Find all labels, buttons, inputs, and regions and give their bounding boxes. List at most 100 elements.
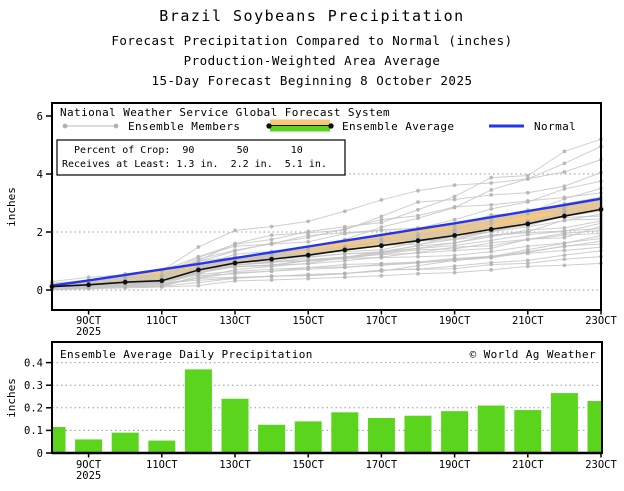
- ensemble-member-dot: [453, 245, 457, 249]
- ensemble-member-dot: [160, 285, 164, 289]
- surplus-band-symbol: [270, 126, 330, 132]
- average-dot-icon: [266, 123, 271, 128]
- subtitle-comparison: Forecast Precipitation Compared to Norma…: [0, 33, 624, 48]
- ensemble-member-dot: [526, 238, 530, 242]
- ensemble-member-dot: [343, 227, 347, 231]
- data-source-label: National Weather Service Global Forecast…: [60, 106, 390, 119]
- ensemble-member-dot: [343, 275, 347, 279]
- ensemble-member-dot: [489, 176, 493, 180]
- ensemble-member-dot: [197, 276, 201, 280]
- ensemble-member-dot: [416, 214, 420, 218]
- x-tick-label: 17OCT: [366, 315, 398, 327]
- x-tick-label: 21OCT: [512, 459, 544, 471]
- ensemble-member-dot: [489, 244, 493, 248]
- ensemble-member-dot: [87, 287, 91, 291]
- x-tick-year: 2025: [76, 470, 101, 482]
- ensemble-member-line: [52, 173, 601, 288]
- ensemble-member-dot: [380, 263, 384, 267]
- y-tick-label: 4: [37, 169, 43, 181]
- ensemble-average-dot: [269, 257, 274, 262]
- x-tick-label: 21OCT: [512, 315, 544, 327]
- ensemble-member-dot: [453, 257, 457, 261]
- bar: [295, 421, 322, 453]
- x-tick-label: 23OCT: [585, 315, 617, 327]
- ensemble-member-dot: [380, 256, 384, 260]
- y-tick-label: 0.3: [24, 380, 43, 392]
- x-tick-year: 2025: [76, 326, 101, 338]
- ensemble-member-dot: [489, 268, 493, 272]
- ensemble-member-dot: [563, 249, 567, 253]
- ensemble-average-dot: [86, 282, 91, 287]
- ensemble-member-dot: [233, 270, 237, 274]
- x-tick-label: 11OCT: [146, 315, 178, 327]
- daily-plot-area: 00.10.20.30.49OCT202511OCT13OCT15OCT17OC…: [24, 342, 617, 482]
- ensemble-average-dot: [562, 214, 567, 219]
- bar: [222, 399, 249, 453]
- ensemble-member-dot: [380, 268, 384, 272]
- ensemble-member-dot: [380, 198, 384, 202]
- ensemble-member-dot: [489, 222, 493, 226]
- ensemble-member-dot: [526, 177, 530, 181]
- ensemble-member-dot: [233, 244, 237, 248]
- ensemble-average-dot: [379, 243, 384, 248]
- ensemble-member-dot: [270, 267, 274, 271]
- average-dot-icon: [328, 123, 333, 128]
- ensemble-member-dot: [197, 284, 201, 288]
- y-tick-label: 2: [37, 227, 43, 239]
- ensemble-member-dot: [416, 267, 420, 271]
- ensemble-member-dot: [306, 259, 310, 263]
- y-tick-label: 0: [37, 448, 43, 460]
- ensemble-member-dot: [563, 257, 567, 261]
- ensemble-member-dot: [563, 218, 567, 222]
- ensemble-average-dot: [489, 227, 494, 232]
- ensemble-member-dot: [270, 225, 274, 229]
- legend-ensemble-average: Ensemble Average: [266, 120, 454, 134]
- ensemble-member-dot: [270, 278, 274, 282]
- ensemble-average-dot: [342, 248, 347, 253]
- ensemble-member-dot: [306, 266, 310, 270]
- x-tick-label: 19OCT: [439, 315, 471, 327]
- ensemble-member-dot: [453, 238, 457, 242]
- chart-legend: National Weather Service Global Forecast…: [57, 106, 576, 175]
- y-tick-label: 6: [37, 111, 43, 123]
- ensemble-member-dot: [306, 219, 310, 223]
- bar: [551, 393, 578, 453]
- ensemble-member-dot: [416, 189, 420, 193]
- ensemble-member-dot: [489, 255, 493, 259]
- ensemble-member-dot: [380, 228, 384, 232]
- bar: [112, 433, 139, 453]
- ensemble-member-dot: [489, 250, 493, 254]
- ensemble-member-dot: [306, 248, 310, 252]
- ensemble-member-dot: [453, 271, 457, 275]
- ensemble-member-dot: [563, 263, 567, 267]
- ensemble-member-dot: [526, 191, 530, 195]
- bar: [331, 412, 358, 453]
- x-tick-label: 13OCT: [219, 315, 251, 327]
- cumulative-precipitation-chart: 02469OCT202511OCT13OCT15OCT17OCT19OCT21O…: [0, 95, 624, 338]
- ensemble-member-dot: [453, 183, 457, 187]
- normal-line: [52, 199, 601, 286]
- y-tick-label: 0.2: [24, 403, 43, 415]
- ensemble-member-dot: [563, 233, 567, 237]
- ensemble-member-dot: [563, 196, 567, 200]
- ensemble-member-line: [52, 193, 601, 285]
- ensemble-average-dot: [416, 238, 421, 243]
- page-title: Brazil Soybeans Precipitation: [0, 7, 624, 25]
- top-y-axis-label: inches: [5, 187, 18, 227]
- ensemble-member-dot: [453, 267, 457, 271]
- ensemble-member-dot: [123, 286, 127, 290]
- ensemble-member-dot: [489, 193, 493, 197]
- ensemble-member-dot: [563, 244, 567, 248]
- ensemble-member-dot: [526, 265, 530, 269]
- y-tick-label: 0.1: [24, 425, 43, 437]
- ensemble-member-dot: [416, 200, 420, 204]
- x-tick-label: 15OCT: [292, 315, 324, 327]
- ensemble-member-dot: [416, 272, 420, 276]
- x-tick-label: 15OCT: [292, 459, 324, 471]
- legend-normal: Normal: [489, 120, 576, 133]
- ensemble-member-dot: [197, 272, 201, 276]
- bars-group: [39, 369, 615, 453]
- x-tick-label: 17OCT: [366, 459, 398, 471]
- legend-average-label: Ensemble Average: [342, 120, 454, 133]
- precipitation-forecast-page: Brazil Soybeans Precipitation Forecast P…: [0, 0, 624, 491]
